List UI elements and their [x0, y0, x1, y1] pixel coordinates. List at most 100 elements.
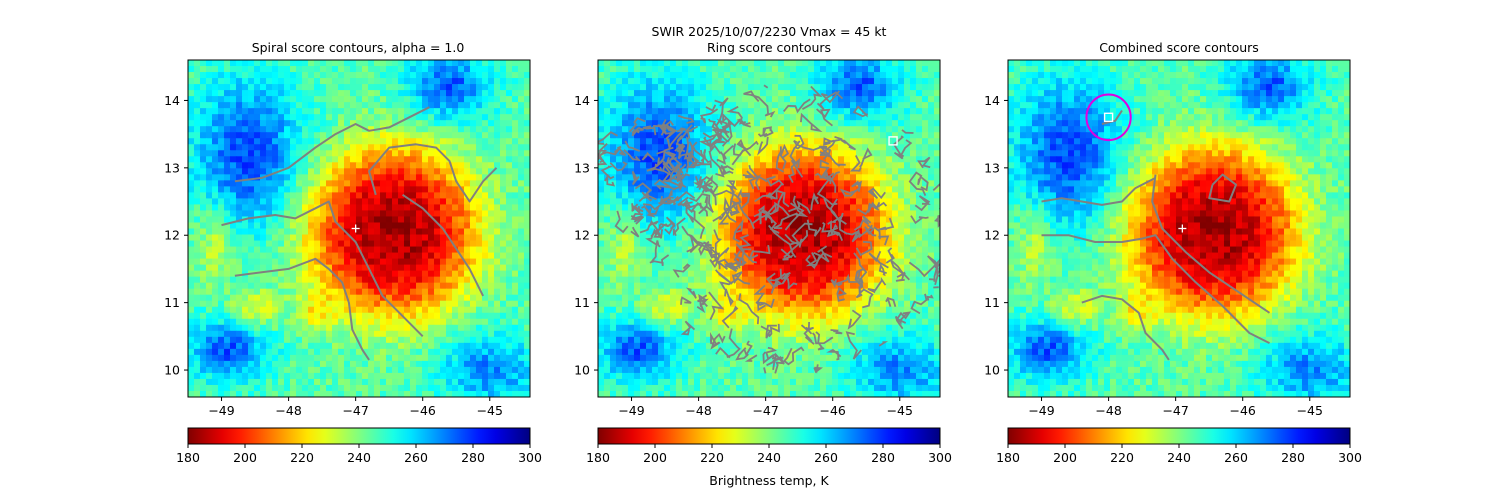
- contour-line: [726, 118, 742, 143]
- contour-line: [585, 181, 596, 189]
- contour-line: [700, 149, 707, 162]
- contour-line: [677, 114, 695, 124]
- contour-line: [783, 230, 809, 259]
- contours: [585, 84, 948, 374]
- contour-line: [732, 218, 744, 243]
- contour-line: [735, 347, 749, 361]
- y-tick-label: 12: [984, 228, 1000, 243]
- contour-line: [666, 151, 683, 166]
- contour-line: [689, 154, 705, 167]
- x-tick-label: −48: [1095, 403, 1121, 418]
- contour-line: [810, 192, 820, 211]
- panel-title: Combined score contours: [1099, 40, 1259, 55]
- y-tick-label: 13: [574, 160, 590, 175]
- contour-line: [724, 288, 734, 307]
- colorbar-tick-label: 300: [518, 450, 542, 465]
- colorbar-tick-label: 200: [233, 450, 257, 465]
- contour-line: [709, 332, 720, 347]
- contour-line: [645, 224, 665, 246]
- contour-line: [878, 217, 895, 231]
- contour-line: [733, 250, 747, 267]
- contour-line: [708, 150, 725, 178]
- contour-line: [859, 147, 873, 168]
- contour-line: [631, 203, 639, 211]
- contour-line: [800, 112, 823, 133]
- contour-line: [669, 162, 690, 181]
- contour-line: [634, 182, 653, 197]
- contour-line: [731, 140, 759, 166]
- contour-line: [825, 174, 837, 193]
- contour-line: [696, 178, 704, 190]
- contour-line: [901, 129, 914, 134]
- contour-line: [768, 323, 780, 338]
- contour-line: [680, 320, 696, 336]
- contour-line: [686, 213, 706, 239]
- contour-line: [830, 279, 843, 289]
- colorbar-tick-label: 300: [928, 450, 952, 465]
- axes-frame: [187, 59, 531, 398]
- panel-title: Ring score contours: [707, 40, 831, 55]
- contour-line: [701, 184, 717, 206]
- contour-line: [763, 367, 767, 374]
- contour-line: [926, 294, 934, 301]
- contour-line: [753, 284, 767, 312]
- contour-line: [718, 200, 733, 225]
- contour-line: [630, 226, 640, 238]
- contour-line: [938, 207, 940, 210]
- contour-line: [847, 309, 862, 330]
- contour-line: [719, 165, 734, 171]
- contour-line: [878, 341, 889, 347]
- contour-line: [697, 240, 714, 256]
- contour-line: [738, 202, 755, 230]
- contour-line: [851, 180, 862, 194]
- contour-line: [601, 145, 622, 156]
- contour-line: [1041, 234, 1270, 344]
- contour-line: [685, 287, 697, 299]
- colorbar-tick-label: 240: [1167, 450, 1191, 465]
- y-tick-label: 14: [164, 93, 180, 108]
- contour-line: [368, 143, 498, 203]
- contour-line: [946, 249, 948, 258]
- contour-line: [775, 146, 785, 173]
- y-tick-label: 14: [574, 93, 590, 108]
- contour-line: [630, 214, 643, 223]
- contour-line: [789, 222, 813, 246]
- contour-line: [631, 128, 640, 137]
- contour-line: [800, 324, 815, 345]
- colorbar-tick-label: 200: [643, 450, 667, 465]
- contour-line: [630, 212, 645, 225]
- panel-title: Spiral score contours, alpha = 1.0: [252, 40, 465, 55]
- colorbar-tick-label: 220: [290, 450, 314, 465]
- contour-line: [726, 328, 741, 358]
- contour-line: [816, 91, 844, 111]
- contour-line: [852, 105, 869, 118]
- y-tick-label: 10: [574, 363, 590, 378]
- x-tick-label: −49: [618, 403, 644, 418]
- contour-line: [755, 298, 775, 309]
- contour-line: [234, 257, 370, 361]
- contour-line: [699, 108, 719, 124]
- contour-line: [855, 286, 863, 299]
- contour-line: [787, 157, 800, 184]
- contour-line: [221, 200, 424, 338]
- contour-line: [754, 192, 773, 203]
- contour-line: [709, 246, 730, 268]
- contour-line: [730, 256, 745, 273]
- contour-line: [646, 165, 663, 172]
- contour-line: [836, 286, 848, 302]
- contour-line: [738, 293, 760, 325]
- contour-line: [609, 161, 628, 172]
- contour-line: [648, 220, 663, 239]
- y-tick-label: 12: [164, 228, 180, 243]
- contour-line: [908, 259, 940, 278]
- contour-line: [698, 196, 714, 215]
- contour-line: [662, 162, 680, 187]
- contour-line: [765, 175, 785, 187]
- colorbar-tick-label: 280: [461, 450, 485, 465]
- contour-line: [716, 118, 730, 139]
- colorbar-tick-label: 260: [1224, 450, 1248, 465]
- contour-line: [735, 243, 757, 264]
- contour-line: [660, 222, 673, 228]
- contour-line: [779, 143, 790, 170]
- contour-line: [676, 127, 686, 133]
